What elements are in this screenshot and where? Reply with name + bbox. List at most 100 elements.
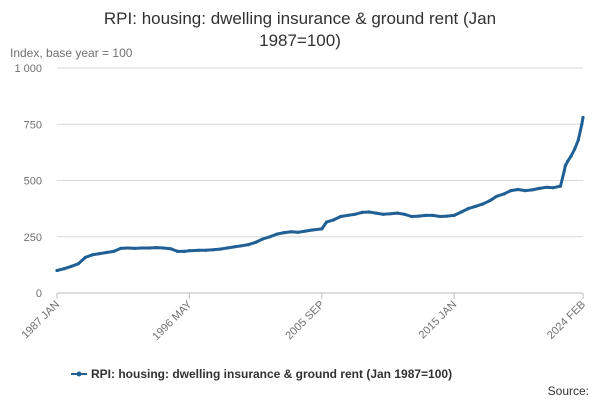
data-point[interactable] <box>480 202 485 206</box>
chart-title-line-1: RPI: housing: dwelling insurance & groun… <box>104 9 496 28</box>
data-point[interactable] <box>289 230 293 234</box>
data-point[interactable] <box>523 189 527 193</box>
data-point[interactable] <box>530 188 534 192</box>
data-point[interactable] <box>55 268 59 273</box>
data-point[interactable] <box>573 147 577 151</box>
y-tick-label: 750 <box>24 119 42 131</box>
data-point[interactable] <box>488 199 492 203</box>
data-point[interactable] <box>232 245 236 249</box>
x-tick-label: 1987 JAN <box>19 299 62 342</box>
data-point[interactable] <box>83 255 87 259</box>
data-point[interactable] <box>410 214 414 219</box>
data-point[interactable] <box>76 262 80 266</box>
data-point[interactable] <box>147 246 151 250</box>
data-point[interactable] <box>563 164 567 168</box>
data-point[interactable] <box>197 248 201 252</box>
data-point[interactable] <box>360 210 364 214</box>
data-point[interactable] <box>473 204 477 208</box>
data-point[interactable] <box>261 237 265 241</box>
data-point[interactable] <box>239 244 243 248</box>
data-point[interactable] <box>183 249 187 253</box>
y-tick-label: 250 <box>24 232 42 244</box>
data-point[interactable] <box>98 252 102 256</box>
data-point[interactable] <box>581 115 585 120</box>
data-point[interactable] <box>303 229 307 233</box>
data-point[interactable] <box>246 243 251 247</box>
chart-title-line-2: 1987=100) <box>259 31 341 50</box>
data-point[interactable] <box>537 186 541 190</box>
data-point[interactable] <box>126 246 130 250</box>
data-point[interactable] <box>353 212 357 216</box>
data-point[interactable] <box>310 228 314 232</box>
data-point[interactable] <box>112 249 116 253</box>
data-point[interactable] <box>544 185 549 189</box>
series-layer <box>55 115 585 273</box>
data-point[interactable] <box>187 249 191 253</box>
data-point[interactable] <box>402 212 407 216</box>
data-point[interactable] <box>339 214 343 219</box>
data-point[interactable] <box>282 231 286 235</box>
data-point[interactable] <box>296 230 300 234</box>
data-point[interactable] <box>154 246 158 250</box>
data-point[interactable] <box>438 214 442 219</box>
data-point[interactable] <box>431 213 435 217</box>
data-point[interactable] <box>417 214 421 218</box>
data-point[interactable] <box>459 210 463 214</box>
data-point[interactable] <box>90 253 95 257</box>
y-axis-ticks: 0 250 500 750 1 000 <box>14 63 42 300</box>
data-point[interactable] <box>495 194 499 198</box>
data-point[interactable] <box>388 212 392 216</box>
y-axis-title: Index, base year = 100 <box>10 46 133 60</box>
data-point[interactable] <box>168 247 173 251</box>
legend-label: RPI: housing: dwelling insurance & groun… <box>91 367 452 381</box>
data-point[interactable] <box>268 235 272 239</box>
data-point[interactable] <box>576 138 580 142</box>
data-point[interactable] <box>161 246 165 250</box>
data-point[interactable] <box>204 248 208 252</box>
data-point[interactable] <box>445 214 449 218</box>
data-point[interactable] <box>69 264 73 268</box>
data-point[interactable] <box>381 212 385 216</box>
x-tick-label: 2024 FEB <box>545 299 588 342</box>
data-point[interactable] <box>395 211 399 215</box>
data-point[interactable] <box>502 192 506 196</box>
data-point[interactable] <box>105 250 109 255</box>
data-point[interactable] <box>558 184 563 188</box>
data-point[interactable] <box>62 267 66 271</box>
source-label: Source: <box>548 384 589 398</box>
data-point[interactable] <box>176 249 180 253</box>
data-point[interactable] <box>566 159 570 163</box>
data-point[interactable] <box>562 169 566 174</box>
data-point[interactable] <box>225 246 229 250</box>
x-axis-ticks: 1987 JAN 1996 MAY 2005 SEP 2015 JAN 2024 FEB <box>19 293 588 343</box>
data-point[interactable] <box>346 213 350 217</box>
x-tick-label: 1996 MAY <box>150 298 195 343</box>
x-tick-label: 2005 SEP <box>283 299 327 343</box>
data-point[interactable] <box>119 246 123 250</box>
legend[interactable]: RPI: housing: dwelling insurance & groun… <box>71 367 452 381</box>
data-point[interactable] <box>332 218 336 222</box>
data-point[interactable] <box>275 232 279 236</box>
data-point[interactable] <box>580 122 584 126</box>
y-tick-label: 500 <box>24 176 42 188</box>
data-point[interactable] <box>254 240 258 244</box>
x-tick-label: 2015 JAN <box>417 299 460 342</box>
data-point[interactable] <box>320 227 324 231</box>
data-point[interactable] <box>551 186 556 190</box>
data-point[interactable] <box>424 213 428 217</box>
data-point[interactable] <box>133 246 137 250</box>
gridlines <box>57 67 583 238</box>
data-point[interactable] <box>324 220 329 224</box>
data-point[interactable] <box>367 210 371 214</box>
data-point[interactable] <box>140 246 144 250</box>
data-point[interactable] <box>569 154 573 158</box>
y-tick-label: 0 <box>36 288 42 300</box>
data-point[interactable] <box>452 213 456 217</box>
data-point[interactable] <box>374 211 378 215</box>
data-point[interactable] <box>218 247 222 251</box>
data-point[interactable] <box>516 187 520 192</box>
data-point[interactable] <box>211 248 215 252</box>
data-point[interactable] <box>509 189 513 193</box>
data-point[interactable] <box>466 207 470 211</box>
